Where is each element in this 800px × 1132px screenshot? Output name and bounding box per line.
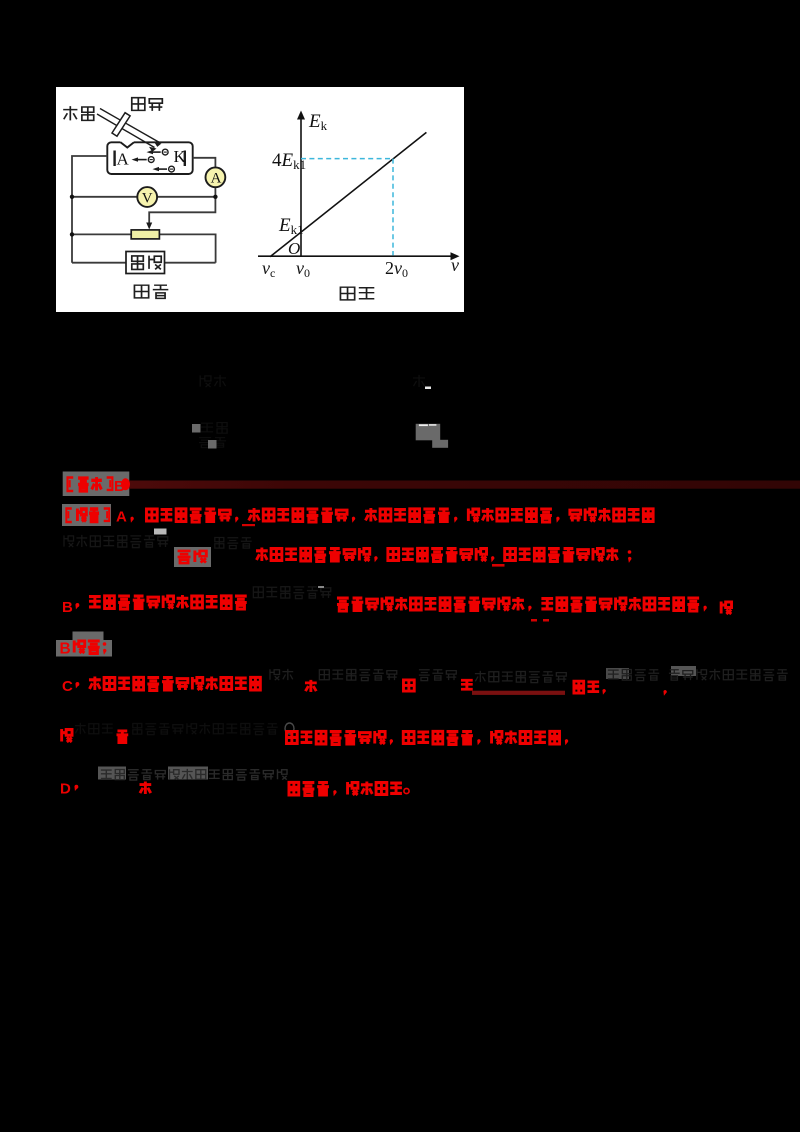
svg-text:B: B: [60, 641, 71, 658]
svg-text:O: O: [288, 239, 300, 258]
svg-text:2ν0: 2ν0: [385, 258, 408, 280]
svg-text:ν0: ν0: [296, 258, 310, 280]
svg-text:A: A: [116, 509, 127, 526]
svg-text:A: A: [211, 171, 222, 187]
svg-text:D: D: [60, 781, 71, 798]
svg-text:V: V: [142, 190, 153, 206]
svg-text:Ek1: Ek1: [278, 215, 304, 237]
svg-text:B: B: [114, 478, 125, 495]
svg-text:B: B: [62, 599, 73, 616]
svg-text:ν: ν: [451, 255, 459, 275]
svg-text:K: K: [174, 147, 187, 166]
svg-text:Ek: Ek: [308, 111, 328, 133]
svg-text:νc: νc: [262, 258, 275, 280]
svg-text:C: C: [62, 678, 73, 695]
svg-text:A: A: [117, 150, 130, 169]
